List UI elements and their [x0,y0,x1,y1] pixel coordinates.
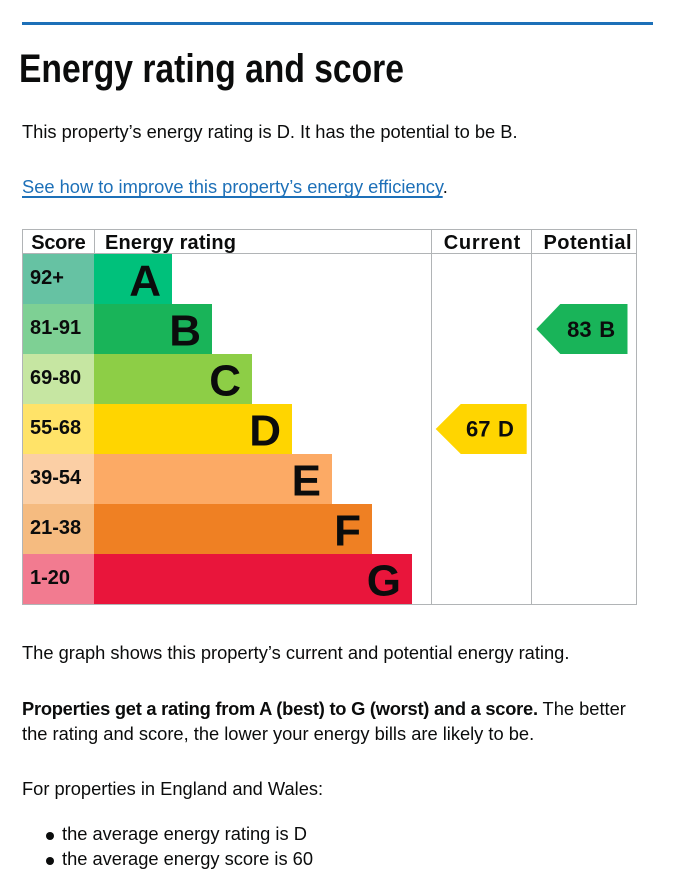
svg-text:92+: 92+ [30,267,64,289]
svg-text:83: 83 [567,316,591,341]
svg-text:D: D [498,416,514,441]
svg-text:39-54: 39-54 [30,467,82,489]
svg-text:81-91: 81-91 [30,317,81,339]
svg-text:67: 67 [466,416,490,441]
svg-text:Potential: Potential [544,232,632,254]
svg-text:A: A [129,256,161,305]
svg-text:D: D [249,406,281,455]
svg-text:1-20: 1-20 [30,567,70,589]
svg-text:Energy rating: Energy rating [105,232,236,254]
svg-text:Score: Score [31,232,86,254]
svg-text:B: B [599,316,615,341]
svg-text:B: B [169,306,201,355]
svg-text:69-80: 69-80 [30,367,81,389]
svg-text:55-68: 55-68 [30,417,81,439]
svg-text:Current: Current [444,232,521,254]
svg-text:F: F [334,506,361,555]
svg-text:21-38: 21-38 [30,517,81,539]
svg-text:C: C [209,356,241,405]
svg-text:G: G [367,556,401,604]
svg-text:E: E [292,456,321,505]
